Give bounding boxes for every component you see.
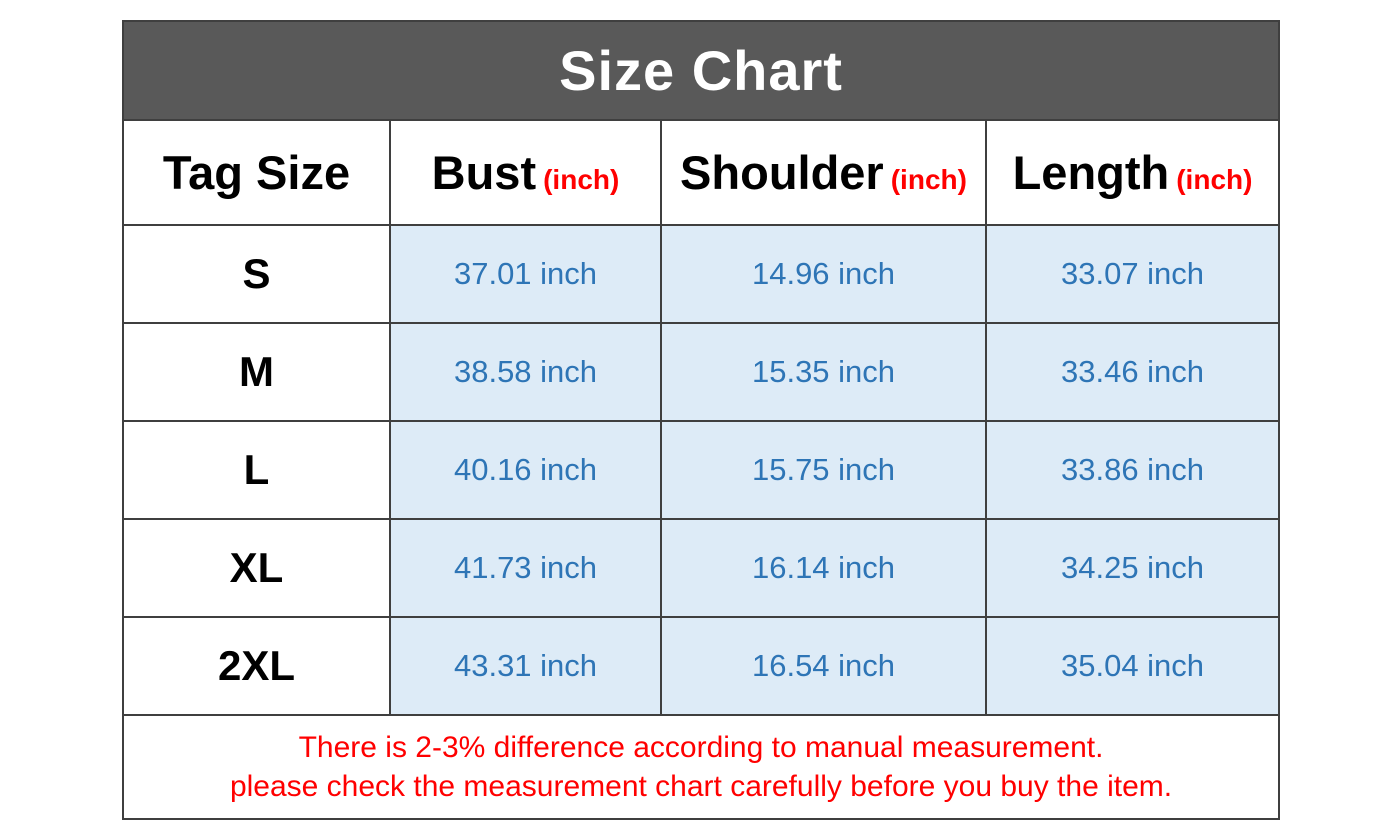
chart-title: Size Chart	[121, 20, 1281, 121]
title-row: Size Chart	[121, 20, 1281, 121]
shoulder-value: 14.96 inch	[660, 224, 987, 324]
bust-value: 40.16 inch	[389, 420, 662, 520]
bust-value: 37.01 inch	[389, 224, 662, 324]
tag-size-cell: 2XL	[122, 616, 391, 716]
column-header-label: Tag Size	[162, 146, 351, 199]
column-header-tag-size: Tag Size	[122, 119, 391, 226]
column-header-length: Length (inch)	[984, 119, 1281, 226]
tag-size-cell: S	[122, 224, 391, 324]
length-value: 33.46 inch	[984, 322, 1281, 422]
measurement-note-line2: please check the measurement chart caref…	[229, 770, 1173, 803]
column-header-label: Length	[1012, 146, 1170, 199]
tag-size-cell: M	[122, 322, 391, 422]
length-value: 35.04 inch	[984, 616, 1281, 716]
length-value: 34.25 inch	[984, 518, 1281, 618]
unit-label: (inch)	[890, 164, 967, 195]
shoulder-value: 16.54 inch	[660, 616, 987, 716]
bust-value: 38.58 inch	[389, 322, 662, 422]
unit-label: (inch)	[1176, 164, 1253, 195]
shoulder-value: 15.75 inch	[660, 420, 987, 520]
measurement-note-line1: There is 2-3% difference according to ma…	[298, 731, 1104, 764]
shoulder-value: 16.14 inch	[660, 518, 987, 618]
length-value: 33.86 inch	[984, 420, 1281, 520]
table-row-m: M 38.58 inch 15.35 inch 33.46 inch	[122, 322, 1281, 422]
table-row-xl: XL 41.73 inch 16.14 inch 34.25 inch	[122, 518, 1281, 618]
shoulder-value: 15.35 inch	[660, 322, 987, 422]
tag-size-cell: L	[122, 420, 391, 520]
length-value: 33.07 inch	[984, 224, 1281, 324]
table-row-2xl: 2XL 43.31 inch 16.54 inch 35.04 inch	[122, 616, 1281, 716]
bust-value: 43.31 inch	[389, 616, 662, 716]
measurement-note: There is 2-3% difference according to ma…	[121, 714, 1281, 820]
header-row: Tag Size Bust (inch) Shoulder (inch) Lengt…	[122, 119, 1281, 226]
column-header-shoulder: Shoulder (inch)	[660, 119, 987, 226]
bust-value: 41.73 inch	[389, 518, 662, 618]
table-row-l: L 40.16 inch 15.75 inch 33.86 inch	[122, 420, 1281, 520]
note-row: There is 2-3% difference according to ma…	[121, 714, 1281, 820]
tag-size-cell: XL	[122, 518, 391, 618]
table-row-s: S 37.01 inch 14.96 inch 33.07 inch	[122, 224, 1281, 324]
unit-label: (inch)	[543, 164, 620, 195]
size-chart: Size Chart Tag Size Bust (inch) Shoulder(…	[121, 20, 1281, 820]
size-table: Size Chart Tag Size Bust (inch) Shoulder(…	[121, 20, 1281, 820]
column-header-label: Bust	[431, 146, 537, 199]
column-header-label: Shoulder	[680, 146, 884, 199]
column-header-bust: Bust (inch)	[389, 119, 662, 226]
